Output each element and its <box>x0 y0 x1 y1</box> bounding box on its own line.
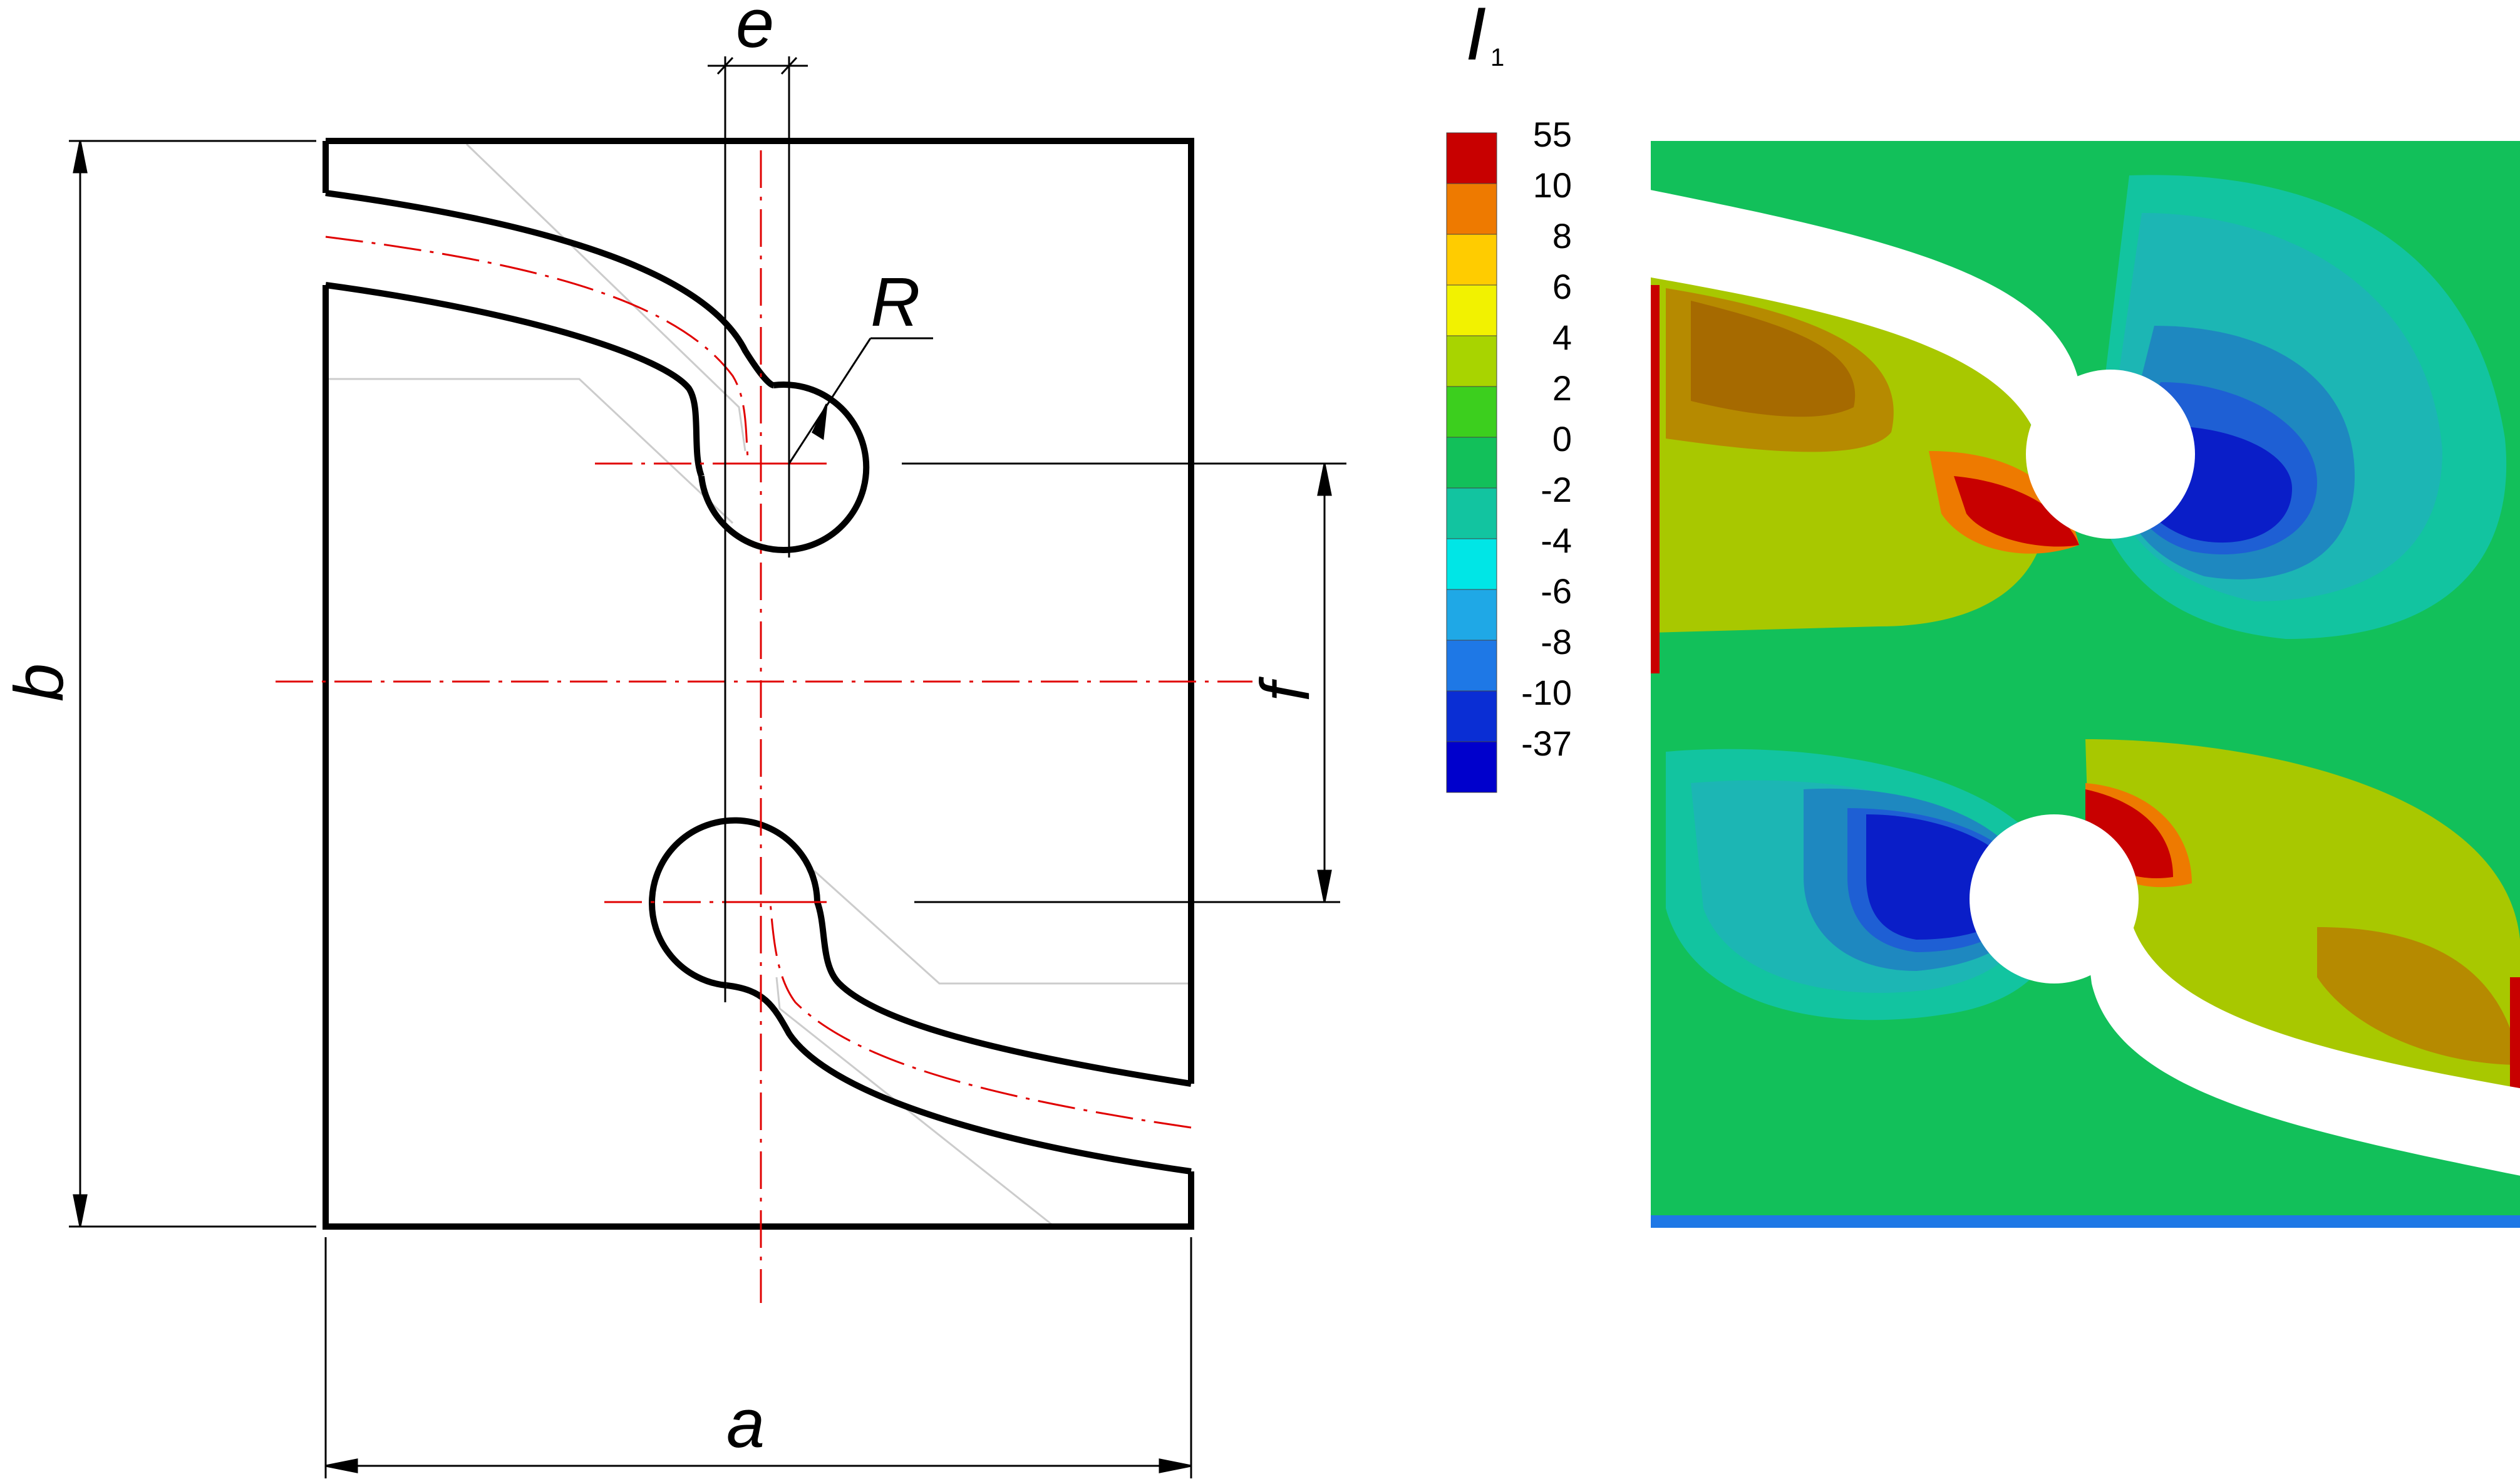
legend-title-subscript: 1 <box>1490 44 1504 71</box>
legend-swatch <box>1446 335 1497 387</box>
legend-value-labels: 55 10 8 6 4 2 0 -2 -4 -6 -8 -10 -37 <box>1521 115 1572 763</box>
legend-swatch <box>1446 640 1497 692</box>
legend-value-label: -37 <box>1521 724 1572 763</box>
label-e: e <box>736 0 774 62</box>
legend-swatch <box>1446 234 1497 286</box>
upper-slot <box>325 190 870 553</box>
legend-swatch <box>1446 132 1497 184</box>
legend-swatch <box>1446 741 1497 793</box>
legend-swatch <box>1446 690 1497 742</box>
contour-legend: I 1 55 10 8 6 4 2 0 -2 -4 -6 -8 -10 -37 <box>1446 0 1572 793</box>
legend-color-bar <box>1446 132 1497 793</box>
legend-value-label: -10 <box>1521 673 1572 712</box>
legend-title: I <box>1465 0 1486 76</box>
construction-lines <box>326 143 1190 1226</box>
legend-swatch <box>1446 437 1497 489</box>
legend-value-label: 2 <box>1552 368 1572 408</box>
legend-swatch <box>1446 487 1497 539</box>
legend-value-label: -8 <box>1541 622 1572 662</box>
legend-value-label: -6 <box>1541 571 1572 611</box>
center-lines <box>276 150 1252 1303</box>
legend-swatch <box>1446 589 1497 641</box>
legend-value-label: -2 <box>1541 470 1572 509</box>
legend-value-label: 0 <box>1552 419 1572 459</box>
legend-swatch <box>1446 284 1497 336</box>
legend-value-label: 8 <box>1552 216 1572 256</box>
label-f: f <box>1247 676 1324 702</box>
contour-plot <box>1651 141 2520 1228</box>
legend-value-label: 10 <box>1533 165 1572 205</box>
legend-value-label: 4 <box>1552 318 1572 357</box>
plate-outline <box>323 138 1194 1230</box>
legend-swatch <box>1446 538 1497 590</box>
dimension-lines <box>69 56 1346 1478</box>
legend-value-label: 55 <box>1533 115 1572 154</box>
label-R: R <box>870 264 920 341</box>
legend-value-label: 6 <box>1552 267 1572 306</box>
label-b: b <box>1 663 78 702</box>
legend-swatch <box>1446 386 1497 438</box>
engineering-drawing: e R b f a <box>1 0 1346 1478</box>
hole-axes <box>736 462 827 903</box>
legend-swatch <box>1446 183 1497 235</box>
label-a: a <box>726 1385 765 1462</box>
legend-value-label: -4 <box>1541 521 1572 560</box>
lower-slot <box>649 817 1192 1175</box>
